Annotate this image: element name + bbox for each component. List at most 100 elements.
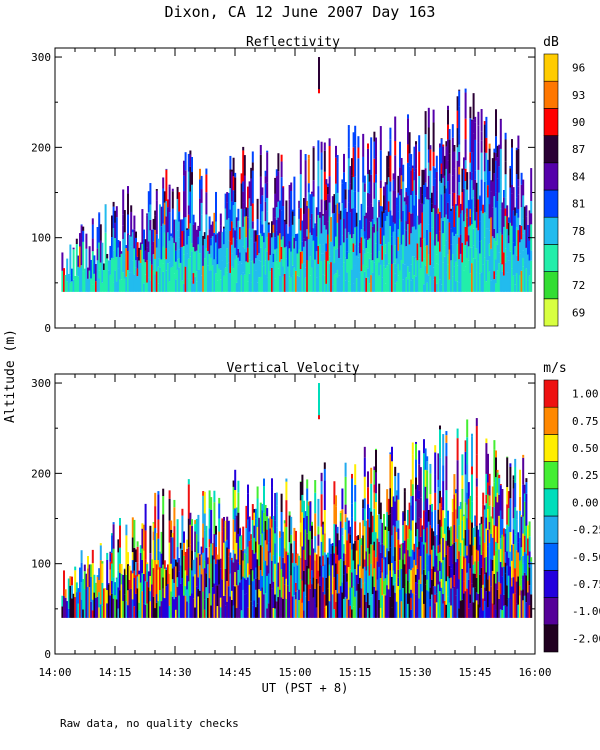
echo-column-cell: [149, 575, 152, 592]
echo-column-cell: [251, 550, 254, 571]
echo-column-cell: [122, 272, 125, 292]
echo-column-cell: [205, 547, 208, 574]
echo-column-cell: [461, 568, 464, 600]
echo-column-cell: [391, 562, 393, 577]
echo-column-cell: [399, 257, 401, 271]
echo-column-cell: [503, 594, 505, 606]
echo-column-cell: [71, 598, 73, 618]
echo-column-cell: [283, 563, 286, 585]
echo-column-cell: [72, 247, 75, 250]
echo-column-cell: [274, 237, 277, 250]
echo-column-cell: [459, 253, 462, 266]
echo-column-cell: [349, 587, 352, 606]
echo-column-cell: [195, 557, 198, 587]
echo-column-cell: [408, 272, 411, 292]
echo-column-cell: [279, 275, 281, 292]
echo-column-cell: [367, 547, 369, 566]
echo-column-cell: [186, 278, 189, 292]
colorbar-label: 72: [572, 279, 585, 292]
echo-column-cell: [179, 548, 182, 566]
echo-column-cell: [333, 246, 336, 263]
echo-column-cell: [474, 139, 477, 171]
echo-column-cell: [528, 260, 531, 276]
echo-column-cell: [285, 224, 288, 247]
echo-column-cell: [403, 520, 406, 541]
reflectivity-title: Reflectivity: [246, 35, 340, 50]
echo-column-cell: [181, 585, 184, 618]
echo-column-cell: [219, 270, 222, 280]
echo-column-cell: [359, 566, 361, 578]
echo-column-cell: [344, 553, 347, 566]
echo-column-cell: [125, 535, 128, 565]
echo-column-cell: [381, 277, 384, 292]
echo-column-cell: [219, 607, 222, 618]
echo-column-cell: [443, 518, 446, 534]
echo-column-cell: [523, 484, 526, 486]
echo-column-cell: [258, 260, 261, 278]
echo-column-cell: [410, 496, 413, 506]
echo-column-cell: [139, 582, 142, 591]
echo-column-cell: [346, 251, 349, 260]
echo-column-cell: [490, 271, 493, 281]
echo-column-cell: [411, 549, 414, 568]
echo-column-cell: [280, 246, 283, 260]
echo-column-cell: [461, 242, 464, 263]
echo-column-cell: [96, 248, 99, 261]
echo-column-cell: [530, 250, 533, 261]
echo-column-cell: [143, 229, 145, 239]
echo-column-cell: [112, 548, 115, 578]
echo-column-cell: [395, 532, 398, 556]
echo-column-cell: [74, 570, 77, 598]
echo-column-cell: [515, 197, 518, 214]
echo-column-cell: [75, 243, 78, 276]
echo-column-cell: [456, 538, 459, 559]
echo-column-cell: [347, 520, 350, 534]
echo-column-cell: [189, 544, 192, 569]
echo-column-cell: [91, 238, 94, 252]
echo-column-cell: [250, 282, 253, 292]
echo-column-cell: [477, 199, 480, 231]
echo-column-cell: [133, 519, 136, 548]
echo-column-cell: [160, 206, 163, 227]
echo-column-cell: [87, 278, 89, 292]
echo-column-cell: [464, 440, 467, 452]
echo-column-cell: [514, 458, 517, 468]
echo-column-cell: [354, 501, 357, 522]
echo-column-cell: [178, 258, 181, 268]
echo-column-cell: [322, 214, 325, 216]
echo-column-cell: [475, 425, 478, 455]
echo-column-cell: [250, 178, 253, 206]
echo-column-cell: [339, 245, 342, 259]
echo-column-cell: [232, 176, 235, 191]
echo-column-cell: [167, 207, 169, 233]
echo-column-cell: [183, 175, 185, 192]
echo-column-cell: [456, 438, 459, 461]
echo-column-cell: [264, 248, 267, 261]
echo-column-cell: [147, 212, 150, 242]
echo-column-cell: [469, 179, 472, 209]
echo-column-cell: [234, 531, 237, 540]
echo-column-cell: [413, 559, 416, 594]
echo-column-cell: [472, 527, 475, 546]
echo-column-cell: [226, 192, 229, 203]
echo-column-cell: [394, 155, 397, 176]
echo-column-cell: [303, 591, 305, 611]
echo-column-cell: [312, 597, 315, 618]
echo-column-cell: [176, 230, 179, 260]
echo-column-cell: [491, 506, 494, 519]
echo-column-cell: [293, 595, 296, 618]
echo-column-cell: [483, 237, 486, 258]
echo-column-cell: [115, 217, 118, 238]
echo-column-cell: [466, 572, 469, 589]
echo-column-cell: [410, 609, 413, 618]
echo-column-cell: [474, 258, 477, 292]
echo-column-cell: [523, 206, 526, 230]
echo-column-cell: [375, 221, 377, 244]
echo-column-cell: [520, 516, 523, 548]
echo-column-cell: [336, 277, 339, 292]
echo-column-cell: [255, 230, 257, 242]
colorbar-swatch: [543, 570, 559, 598]
echo-column-cell: [125, 248, 128, 277]
y-tick-label: 0: [44, 322, 51, 335]
echo-column-cell: [192, 576, 195, 599]
